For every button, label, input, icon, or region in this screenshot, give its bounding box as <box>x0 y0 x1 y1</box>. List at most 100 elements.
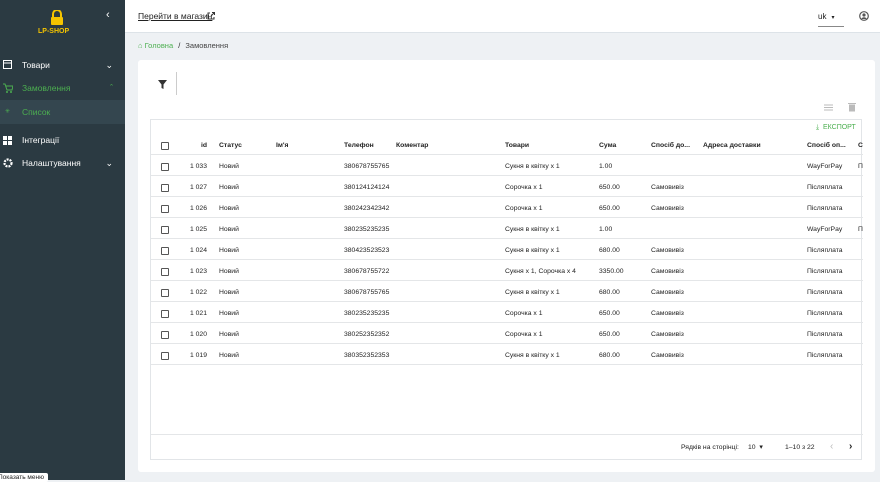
table-cell: Новий <box>219 352 239 359</box>
breadcrumb-home-label: Головна <box>144 41 174 50</box>
table-cell: 680.00 <box>599 352 620 359</box>
table-cell: Новий <box>219 184 239 191</box>
column-header[interactable]: Статус <box>219 142 242 149</box>
table-cell: Сукня в квітку x 1 <box>505 247 560 254</box>
table-cell: 380235235235 <box>344 226 390 233</box>
export-button[interactable]: ⤓ ЕКСПОРТ <box>816 124 856 131</box>
table-cell: Новий <box>219 247 239 254</box>
table-cell: Післяплата <box>807 268 843 275</box>
table-cell: 1 020 <box>189 331 207 338</box>
prev-page[interactable]: ‹ <box>830 441 834 452</box>
divider <box>151 196 863 197</box>
next-page[interactable]: › <box>849 441 853 452</box>
table-cell: Самовивіз <box>651 247 684 254</box>
column-header[interactable]: Товари <box>505 142 530 149</box>
table-cell: 1 024 <box>189 247 207 254</box>
column-header[interactable]: Спосіб до... <box>651 142 690 149</box>
column-header[interactable]: Коментар <box>396 142 429 149</box>
table-cell: WayForPay <box>807 163 843 170</box>
table-cell: Самовивіз <box>651 331 684 338</box>
column-header[interactable]: Ім'я <box>276 142 289 149</box>
checkbox[interactable] <box>161 247 169 255</box>
table-cell: Післяплата <box>807 247 843 254</box>
table-cell: 1 025 <box>189 226 207 233</box>
table-cell: Сукня в квітку x 1 <box>505 163 560 170</box>
language-select[interactable]: uk ▾ <box>818 6 844 27</box>
table-cell: Новий <box>219 226 239 233</box>
column-header[interactable]: Телефон <box>344 142 374 149</box>
checkbox[interactable] <box>161 310 169 318</box>
rows-per-page[interactable]: 10 ▾ <box>748 444 763 451</box>
column-header[interactable]: Адреса доставки <box>703 142 761 149</box>
user-icon[interactable] <box>859 11 869 21</box>
rows-per-page-value: 10 <box>748 444 756 451</box>
checkbox[interactable] <box>161 205 169 213</box>
checkbox[interactable] <box>161 142 169 150</box>
table-cell: 3350.00 <box>599 268 624 275</box>
column-header[interactable]: Сума <box>599 142 617 149</box>
table-cell: 380352352353 <box>344 352 390 359</box>
submenu-item[interactable]: ✳ Список <box>0 100 125 124</box>
table-cell: 1 022 <box>189 289 207 296</box>
checkbox[interactable] <box>161 163 169 171</box>
divider <box>151 175 863 176</box>
columns-icon[interactable] <box>824 104 833 111</box>
menu-item[interactable]: Товари ⌄ <box>0 54 125 76</box>
column-header[interactable]: Спосіб оп... <box>807 142 846 149</box>
breadcrumb-home[interactable]: ⌂ Головна <box>138 41 174 50</box>
checkbox[interactable] <box>161 331 169 339</box>
table-cell: П <box>858 226 863 233</box>
menu-label: Інтеграції <box>22 135 60 145</box>
table-cell: 680.00 <box>599 247 620 254</box>
checkbox[interactable] <box>161 352 169 360</box>
tooltip: Показать меню <box>0 473 48 482</box>
checkbox[interactable] <box>161 226 169 234</box>
table-cell: Сорочка x 1 <box>505 331 543 338</box>
divider <box>151 364 863 365</box>
table-cell: Післяплата <box>807 352 843 359</box>
column-header[interactable]: С <box>858 142 863 149</box>
divider <box>151 343 863 344</box>
divider <box>151 259 863 260</box>
table-cell: Післяплата <box>807 184 843 191</box>
table-cell: Новий <box>219 268 239 275</box>
table-cell: Сорочка x 1 <box>505 184 543 191</box>
table-cell: 650.00 <box>599 184 620 191</box>
menu-item[interactable]: Замовлення ˆ <box>0 77 125 99</box>
table-cell: Новий <box>219 331 239 338</box>
table-cell: Сорочка x 1 <box>505 310 543 317</box>
table-cell: Новий <box>219 163 239 170</box>
collapse-button[interactable]: ‹ <box>106 9 110 21</box>
menu-label: Замовлення <box>22 83 71 93</box>
table-cell: 380678755765 <box>344 289 390 296</box>
checkbox[interactable] <box>161 184 169 192</box>
table-cell: Сукня x 1, Сорочка x 4 <box>505 268 576 275</box>
table-cell: 1.00 <box>599 163 613 170</box>
column-header[interactable]: id <box>200 142 207 149</box>
external-icon <box>207 12 215 20</box>
table-cell: 650.00 <box>599 310 620 317</box>
orders-table: ⤓ ЕКСПОРТ Рядків на сторінці: 10 ▾ 1–10 … <box>150 119 863 460</box>
table-cell: Післяплата <box>807 310 843 317</box>
table-cell: Новий <box>219 205 239 212</box>
table-cell: Самовивіз <box>651 205 684 212</box>
table-cell: Сукня в квітку x 1 <box>505 226 560 233</box>
table-cell: 1 023 <box>189 268 207 275</box>
filter-icon[interactable] <box>158 80 167 89</box>
checkbox[interactable] <box>161 268 169 276</box>
logo-text: LP-SHOP <box>38 28 70 35</box>
table-cell: Сорочка x 1 <box>505 205 543 212</box>
menu-item[interactable]: Інтеграції <box>0 129 125 151</box>
language: uk <box>818 12 827 21</box>
table-cell: П <box>858 163 863 170</box>
delete-icon[interactable] <box>848 102 856 112</box>
table-cell: 380252352352 <box>344 331 390 338</box>
menu-label: Налаштування <box>22 158 81 168</box>
divider <box>151 238 863 239</box>
divider <box>151 217 863 218</box>
table-cell: Самовивіз <box>651 184 684 191</box>
store-link[interactable]: Перейти в магазин <box>138 11 213 21</box>
checkbox[interactable] <box>161 289 169 297</box>
breadcrumb-separator: / <box>178 41 181 50</box>
menu-item[interactable]: Налаштування ⌄ <box>0 152 125 174</box>
